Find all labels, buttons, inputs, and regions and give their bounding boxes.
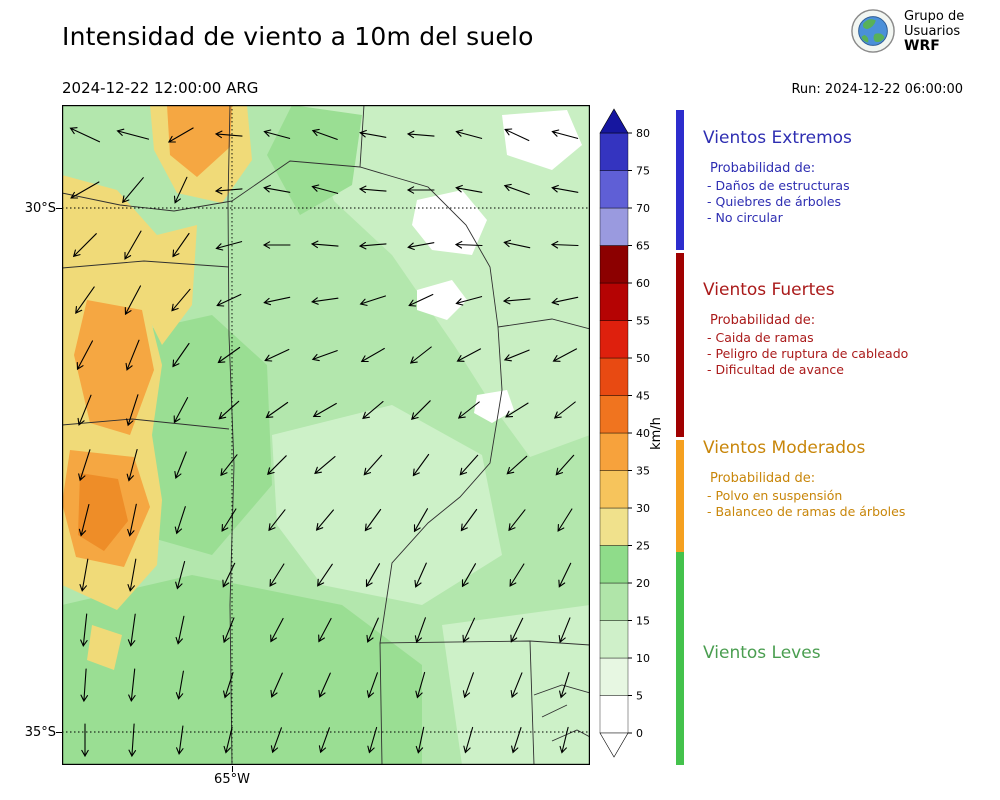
legend-item: - No circular: [707, 210, 783, 225]
legend-strip-segment: [676, 253, 684, 437]
svg-text:75: 75: [636, 165, 650, 178]
legend-item: - Daños de estructuras: [707, 178, 850, 193]
legend-item: - Balanceo de ramas de árboles: [707, 504, 906, 519]
logo-line-1: Grupo de: [904, 8, 965, 24]
svg-text:20: 20: [636, 577, 650, 590]
svg-text:35: 35: [636, 465, 650, 478]
page-title: Intensidad de viento a 10m del suelo: [62, 22, 534, 51]
colorbar: 0 5 10 15 20 25 30 35 40 45 50 55 60 65 70 75 80: [599, 108, 650, 758]
legend-section-fuertes: Vientos Fuertes Probabilidad de: - Caida…: [703, 280, 995, 378]
legend-title-leves: Vientos Leves: [703, 643, 821, 663]
legend-subtitle-extremos: Probabilidad de:: [710, 161, 816, 176]
svg-text:45: 45: [636, 390, 650, 403]
axis-tick-35s: [56, 732, 62, 733]
lon-label-65w: 65°W: [214, 772, 250, 787]
wrf-logo: Grupo de Usuarios WRF: [850, 8, 964, 54]
svg-text:30: 30: [636, 502, 650, 515]
svg-text:55: 55: [636, 315, 650, 328]
svg-text:50: 50: [636, 352, 650, 365]
run-time-label: Run: 2024-12-22 06:00:00: [791, 82, 963, 97]
lat-label-35s: 35°S: [24, 725, 56, 740]
legend-strip-segment: [676, 440, 684, 552]
axis-tick-65w: [232, 766, 233, 772]
logo-line-3: WRF: [904, 37, 940, 54]
svg-text:5: 5: [636, 690, 643, 703]
legend-item: - Quiebres de árboles: [707, 194, 842, 209]
legend-color-strip: [676, 105, 684, 765]
svg-text:60: 60: [636, 277, 650, 290]
legend-title-extremos: Vientos Extremos: [703, 128, 852, 148]
colorbar-unit-label: km/h: [648, 417, 664, 450]
valid-time-label: 2024-12-22 12:00:00 ARG: [62, 79, 259, 97]
logo-line-2: Usuarios: [904, 23, 961, 39]
svg-text:10: 10: [636, 652, 650, 665]
svg-text:65: 65: [636, 240, 650, 253]
svg-text:25: 25: [636, 540, 650, 553]
svg-text:40: 40: [636, 427, 650, 440]
svg-text:80: 80: [636, 127, 650, 140]
svg-text:15: 15: [636, 615, 650, 628]
legend-title-moderados: Vientos Moderados: [703, 438, 866, 458]
legend-item: - Polvo en suspensión: [707, 488, 843, 503]
legend-section-moderados: Vientos Moderados Probabilidad de: - Pol…: [703, 438, 995, 520]
legend-subtitle-moderados: Probabilidad de:: [710, 471, 816, 486]
svg-text:70: 70: [636, 202, 650, 215]
legend-subtitle-fuertes: Probabilidad de:: [710, 313, 816, 328]
globe-icon: [851, 9, 895, 53]
wind-category-legend: Vientos Extremos Probabilidad de: - Daño…: [703, 105, 995, 765]
legend-section-extremos: Vientos Extremos Probabilidad de: - Daño…: [703, 128, 995, 226]
wrf-logo-text: Grupo de Usuarios WRF: [904, 9, 964, 54]
legend-item: - Dificultad de avance: [707, 362, 844, 377]
wind-intensity-map: [62, 105, 590, 765]
legend-item: - Peligro de ruptura de cableado: [707, 346, 909, 361]
legend-strip-segment: [676, 110, 684, 250]
legend-title-fuertes: Vientos Fuertes: [703, 280, 835, 300]
legend-section-leves: Vientos Leves: [703, 643, 995, 676]
lat-label-30s: 30°S: [24, 201, 56, 216]
svg-text:0: 0: [636, 727, 643, 740]
legend-strip-segment: [676, 552, 684, 765]
legend-item: - Caida de ramas: [707, 330, 814, 345]
map-canvas: [62, 105, 590, 765]
axis-tick-30s: [56, 208, 62, 209]
